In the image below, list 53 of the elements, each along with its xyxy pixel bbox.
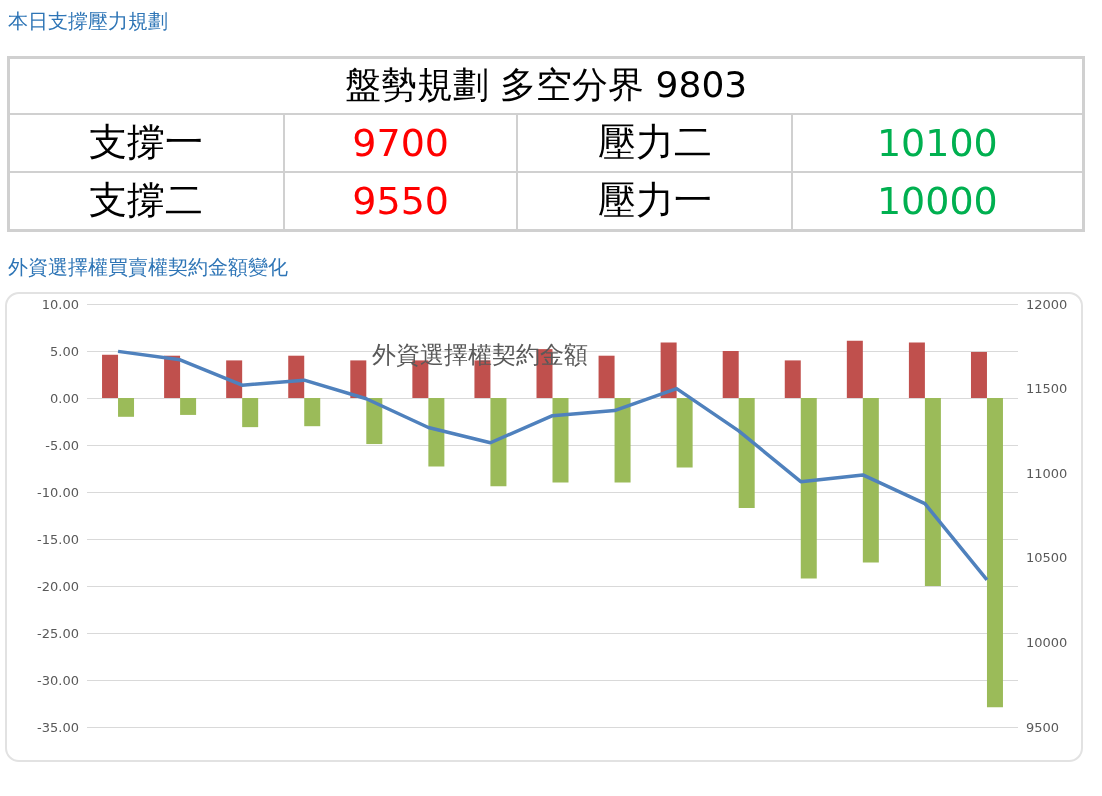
bar: [614, 398, 631, 483]
bar: [846, 340, 863, 398]
y-tick-label: -10.00: [37, 484, 79, 500]
bar: [164, 355, 181, 398]
y2-tick-label: 10500: [1026, 550, 1068, 566]
bar: [660, 342, 677, 398]
text: 9700: [283, 113, 518, 172]
y-tick-label: -5.00: [45, 437, 79, 453]
y2-tick-label: 12000: [1026, 296, 1068, 312]
bar: [970, 351, 987, 398]
chart-subtitle: 外資選擇權買賣權契約金額變化: [8, 254, 288, 281]
bar: [242, 398, 259, 428]
y-tick-label: -25.00: [37, 625, 79, 641]
y-tick-label: -15.00: [37, 531, 79, 547]
y2-tick-label: 11500: [1026, 381, 1068, 397]
y2-tick-label: 9500: [1026, 719, 1060, 735]
text: 10100: [791, 113, 1084, 172]
bar: [350, 360, 367, 398]
bar: [180, 398, 197, 415]
text: 壓力一: [517, 171, 792, 231]
text: 9550: [283, 171, 518, 231]
text: 支撐一: [8, 113, 284, 172]
bar: [102, 354, 119, 398]
y-tick-label: 10.00: [41, 296, 79, 312]
bar: [784, 360, 801, 398]
bar: [676, 398, 693, 468]
text: 支撐二: [8, 171, 284, 231]
bar: [552, 398, 569, 483]
bar: [908, 342, 925, 398]
bar: [986, 398, 1003, 708]
bar: [862, 398, 879, 563]
text: 壓力二: [517, 113, 792, 172]
bar: [800, 398, 817, 579]
y2-tick-label: 11000: [1026, 465, 1068, 481]
bar: [924, 398, 941, 586]
bar: [304, 398, 321, 427]
text: 盤勢規劃 多空分界 9803: [8, 57, 1084, 114]
bar: [722, 351, 739, 398]
bar: [738, 398, 755, 508]
y-tick-label: 0.00: [50, 390, 79, 406]
y-tick-label: -20.00: [37, 578, 79, 594]
y-tick-label: 5.00: [50, 343, 79, 359]
y2-tick-label: 10000: [1026, 634, 1068, 650]
bar: [490, 398, 507, 487]
bar: [428, 398, 445, 467]
y-tick-label: -30.00: [37, 672, 79, 688]
bar: [366, 398, 383, 445]
y-tick-label: -35.00: [37, 719, 79, 735]
bar: [118, 398, 135, 417]
bar: [288, 355, 305, 398]
text: 本日支撐壓力規劃: [8, 8, 168, 35]
bar: [598, 355, 615, 398]
text: 10000: [791, 171, 1084, 231]
